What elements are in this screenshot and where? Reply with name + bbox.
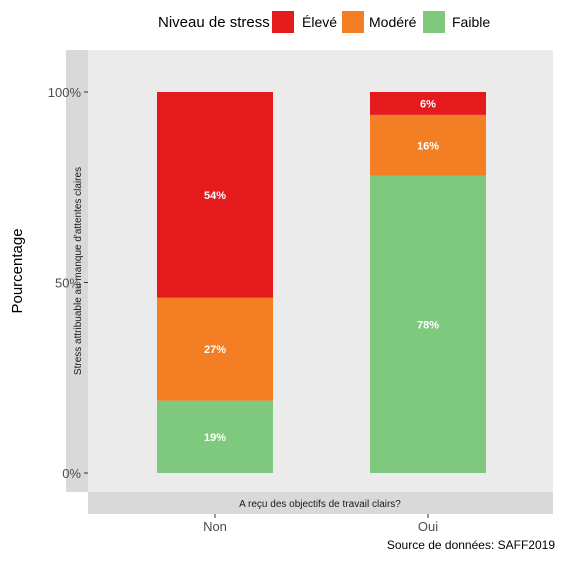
bottom-strip-label: A reçu des objectifs de travail clairs? bbox=[239, 499, 401, 510]
x-axis: Non Oui bbox=[203, 514, 438, 534]
bars: 19% 27% 54% 78% 16% 6% bbox=[157, 92, 486, 473]
y-tick-label-0: 0% bbox=[62, 466, 81, 481]
bar-label-non-2: 19% bbox=[204, 432, 226, 444]
left-strip-label: Stress attribuable au manque d'attentes … bbox=[73, 167, 84, 375]
x-tick-label-1: Oui bbox=[418, 519, 438, 534]
caption: Source de données: SAFF2019 bbox=[387, 538, 555, 552]
y-tick-label-2: 100% bbox=[48, 85, 82, 100]
y-axis-title: Pourcentage bbox=[9, 228, 26, 313]
bar-label-oui-2: 78% bbox=[417, 319, 439, 331]
legend-title: Niveau de stress bbox=[158, 14, 270, 31]
x-tick-label-0: Non bbox=[203, 519, 227, 534]
bar-oui-2 bbox=[370, 175, 486, 473]
legend-items: Élevé Modéré Faible bbox=[272, 11, 490, 33]
bar-oui-0 bbox=[370, 92, 486, 115]
y-tick-label-1: 50% bbox=[55, 276, 81, 291]
bottom-strip bbox=[88, 492, 553, 514]
bar-label-non-1: 27% bbox=[204, 344, 226, 356]
legend-swatch-0 bbox=[272, 11, 294, 33]
bar-non-1 bbox=[157, 297, 273, 401]
bar-non-0 bbox=[157, 92, 273, 298]
bar-label-oui-1: 16% bbox=[417, 140, 439, 152]
legend: Niveau de stress Élevé Modéré Faible bbox=[158, 11, 490, 33]
bar-label-oui-0: 6% bbox=[420, 98, 436, 110]
y-axis: 0% 50% 100% bbox=[48, 85, 88, 481]
left-strip bbox=[66, 50, 88, 492]
legend-swatch-2 bbox=[423, 11, 445, 33]
legend-label-0: Élevé bbox=[302, 14, 337, 30]
bar-non-2 bbox=[157, 400, 273, 473]
legend-label-1: Modéré bbox=[369, 14, 417, 30]
legend-label-2: Faible bbox=[452, 14, 490, 30]
bar-oui-1 bbox=[370, 114, 486, 176]
bar-label-non-0: 54% bbox=[204, 190, 226, 202]
legend-swatch-1 bbox=[342, 11, 364, 33]
